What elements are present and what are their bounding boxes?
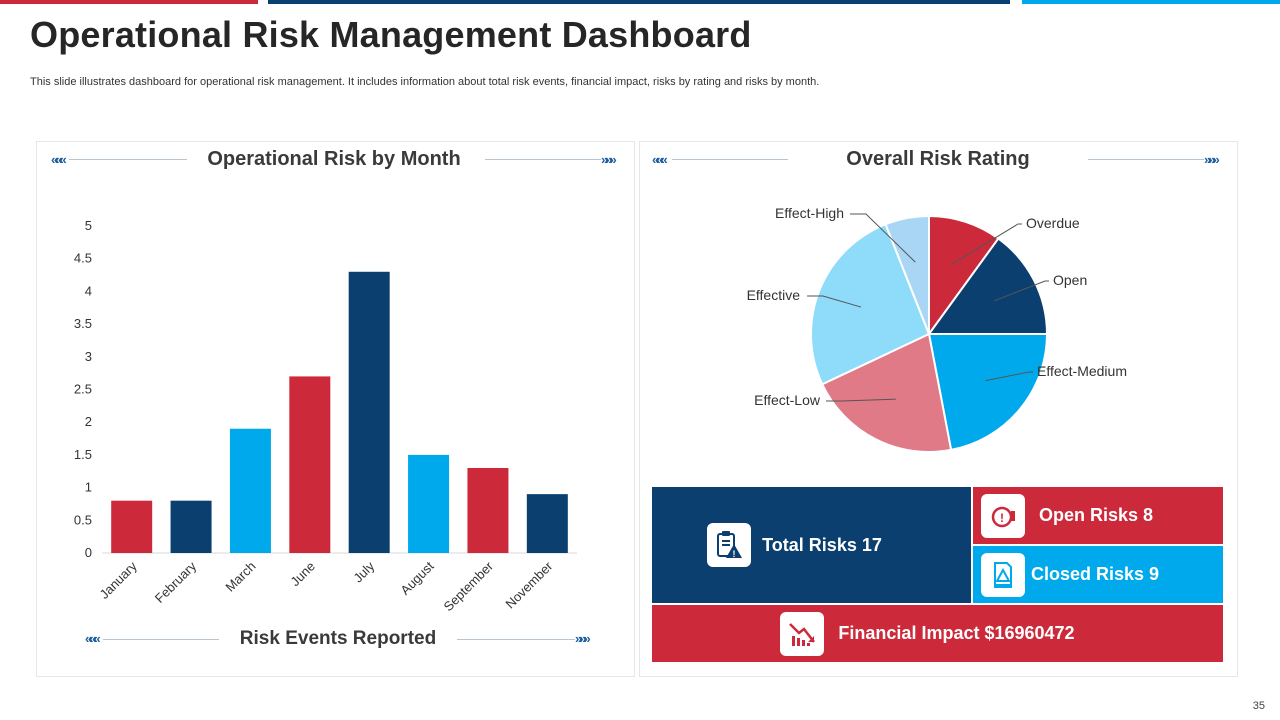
bar-november (526, 494, 568, 553)
leader-line-overdue (951, 223, 1022, 265)
closed-risks-label: Closed Risks 9 (1031, 564, 1160, 584)
bar-january (111, 500, 153, 553)
y-tick-label: 1.5 (74, 447, 92, 462)
pie-label-open: Open (1053, 272, 1087, 288)
bar-february (170, 500, 212, 553)
pie-label-effect-medium: Effect-Medium (1037, 363, 1127, 379)
xlabel-rule-left (103, 639, 219, 640)
bar-chart: 0 0.5 1 1.5 2 2.5 3 3.5 4 4.5 5 January February Marc… (74, 218, 577, 614)
pie-slice-effect-low (820, 332, 953, 453)
pie-chart: Overdue Open Effect-Medium Effect-Low Effect… (747, 205, 1127, 453)
pie-label-effective: Effective (747, 287, 801, 303)
x-tick-label: July (350, 558, 377, 585)
financial-impact-label: Financial Impact $16960472 (838, 623, 1075, 643)
right-chevrons-icon: »»» (601, 152, 617, 167)
y-tick-label: 2 (85, 414, 92, 429)
pie-label-effect-high: Effect-High (775, 205, 844, 221)
bar-june (289, 376, 331, 553)
y-tick-label: 1 (85, 480, 92, 495)
page-number: 35 (1252, 700, 1265, 712)
y-tick-label: 4 (85, 283, 92, 298)
x-tick-label: January (96, 558, 140, 602)
right-chevrons-icon: »»» (575, 631, 591, 646)
y-tick-label: 0 (85, 545, 92, 560)
bar-chart-panel: ««« Operational Risk by Month »»» 0 0.5 1 1… (36, 141, 635, 677)
pie-slice-effect-medium (927, 333, 1049, 452)
top-accent-blue (1022, 0, 1280, 4)
pie-slice-effective (810, 222, 931, 386)
document-warning-icon (981, 552, 1025, 597)
bar-september (467, 467, 509, 553)
declining-chart-icon (780, 611, 825, 656)
y-tick-label: 0.5 (74, 512, 92, 527)
pie-chart-title: Overall Risk Rating (846, 148, 1030, 170)
open-risks-label: Open Risks 8 (1039, 505, 1154, 525)
left-chevrons-icon: ««« (51, 152, 67, 167)
y-tick-label: 3 (85, 349, 92, 364)
total-risks-tile: ! Total Risks 17 (652, 487, 971, 603)
top-accent-navy (268, 0, 1010, 4)
right-chevrons-icon: »»» (1204, 152, 1220, 167)
open-risks-tile: ! Open Risks 8 (973, 487, 1223, 544)
y-tick-label: 4.5 (74, 251, 92, 266)
top-accent-red (0, 0, 258, 4)
pie-slice-overdue (928, 214, 1000, 338)
x-tick-label: August (397, 558, 436, 597)
pie-slice-effect-high (884, 214, 930, 335)
leader-line-effect-medium (985, 371, 1033, 382)
title-rule-right (485, 159, 601, 160)
bar-march (229, 428, 271, 553)
svg-text:!: ! (733, 549, 736, 559)
clock-alert-icon: ! (981, 493, 1025, 538)
leader-line-effect-high (850, 213, 916, 263)
title-rule-left (672, 159, 788, 160)
left-chevrons-icon: ««« (85, 631, 101, 646)
leader-line-effective (807, 295, 862, 308)
pie-label-overdue: Overdue (1026, 215, 1080, 231)
x-tick-label: March (222, 559, 258, 595)
bar-chart-title: Operational Risk by Month (207, 148, 461, 170)
xlabel-rule-right (457, 639, 575, 640)
svg-text:!: ! (1000, 511, 1004, 525)
x-tick-label: June (287, 559, 318, 590)
clipboard-warning-icon: ! (707, 523, 752, 567)
page-title: Operational Risk Management Dashboard (30, 14, 752, 55)
y-tick-label: 3.5 (74, 316, 92, 331)
leader-line-open (994, 280, 1049, 302)
pie-slice-open (927, 237, 1049, 335)
leader-line-effect-low (826, 398, 896, 402)
title-rule-right (1088, 159, 1204, 160)
x-tick-label: November (502, 558, 555, 611)
page-subtitle: This slide illustrates dashboard for ope… (30, 76, 820, 88)
left-chevrons-icon: ««« (652, 152, 668, 167)
financial-impact-tile: Financial Impact $16960472 (652, 605, 1223, 662)
closed-risks-tile: Closed Risks 9 (973, 546, 1223, 603)
bar-august (408, 454, 450, 553)
pie-label-effect-low: Effect-Low (754, 392, 821, 408)
x-tick-label: September (440, 558, 496, 614)
total-risks-label: Total Risks 17 (762, 534, 882, 555)
x-tick-label: February (152, 558, 200, 606)
bar-july (348, 271, 390, 553)
title-rule-left (69, 159, 187, 160)
bar-chart-xlabel: Risk Events Reported (239, 628, 437, 649)
y-tick-label: 5 (85, 218, 92, 233)
y-tick-label: 2.5 (74, 382, 92, 397)
